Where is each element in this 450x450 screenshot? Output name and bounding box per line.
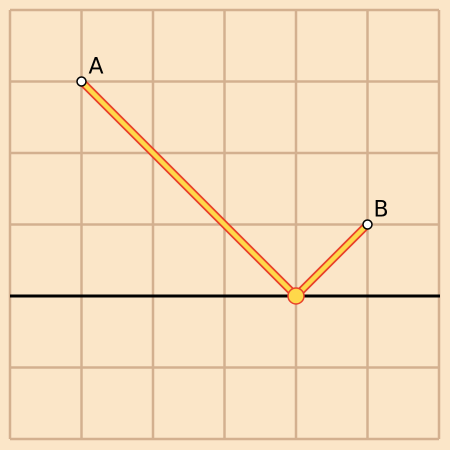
- point-b[interactable]: [362, 219, 373, 230]
- point-a[interactable]: [76, 76, 87, 87]
- point-b-label: B: [374, 198, 389, 223]
- point-a-label: A: [89, 55, 104, 80]
- segment-reflection-point-to-b: [293, 221, 371, 299]
- reflection-point[interactable]: [287, 287, 305, 305]
- segment-a-to-reflection-point: [78, 78, 299, 299]
